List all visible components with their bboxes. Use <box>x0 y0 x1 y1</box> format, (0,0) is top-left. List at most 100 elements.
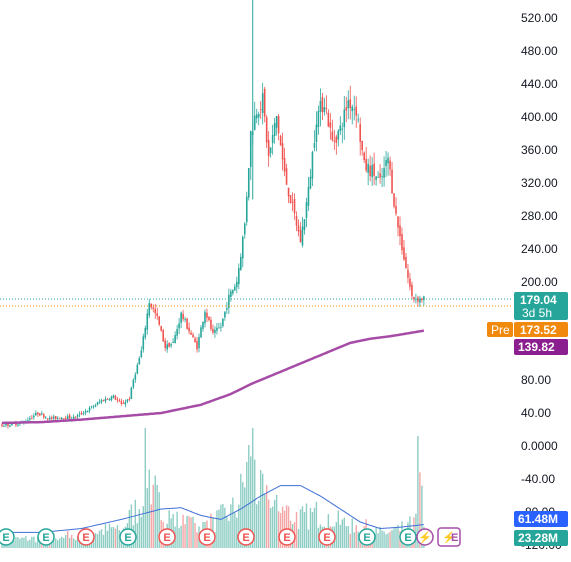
volume-bar <box>297 529 300 548</box>
candle-body <box>7 423 9 426</box>
candle-body <box>257 113 260 118</box>
volume-bar <box>238 504 240 548</box>
candle-body <box>269 147 272 154</box>
candle-body <box>11 422 13 426</box>
volume-bar <box>275 494 278 548</box>
earnings-marker-circle[interactable] <box>0 528 15 546</box>
dividend-marker[interactable]: ⚡ <box>416 528 434 546</box>
earnings-events[interactable]: E E E E E E E E E E E ⚡ ⚡E <box>0 527 461 547</box>
candle-body <box>339 125 342 132</box>
earnings-marker-circle[interactable] <box>237 528 255 546</box>
future-earnings-box[interactable] <box>437 527 461 547</box>
volume-bar <box>385 534 387 548</box>
candle-body <box>68 415 71 419</box>
candle-body <box>33 415 35 418</box>
candle-body <box>100 400 103 403</box>
ma-badge-text: 139.82 <box>518 340 555 354</box>
earnings-marker-circle[interactable] <box>37 528 55 546</box>
earnings-marker[interactable]: E <box>37 528 55 546</box>
candle-body <box>62 418 65 420</box>
volume-bar <box>17 537 19 548</box>
volume-bar <box>353 532 355 548</box>
candle-body <box>265 117 268 143</box>
volume-bar <box>178 528 180 548</box>
candle-body <box>407 269 409 278</box>
candle-body <box>293 199 296 214</box>
candle-body <box>188 327 190 332</box>
volume-bar <box>357 531 359 548</box>
candle-body <box>186 318 188 329</box>
volume-bar <box>116 525 119 548</box>
candle-body <box>313 143 316 148</box>
earnings-marker[interactable]: E <box>399 528 417 546</box>
volume-bar <box>102 534 105 548</box>
candle-body <box>9 425 11 427</box>
candle-body <box>92 406 95 408</box>
candle-body <box>291 201 294 203</box>
volume-bar <box>393 528 395 548</box>
candle-body <box>118 400 121 402</box>
candle-body <box>150 303 153 308</box>
candle-body <box>341 128 344 130</box>
volume-bar <box>351 518 353 548</box>
candle-body <box>220 326 222 328</box>
candle-body <box>423 296 425 301</box>
premarket-label-bg <box>487 322 513 337</box>
candle-body <box>144 327 147 338</box>
volume-bar <box>11 539 13 548</box>
candle-body <box>327 112 330 127</box>
candle-body <box>405 257 407 269</box>
earnings-marker[interactable]: E <box>198 528 216 546</box>
earnings-marker[interactable]: E <box>358 528 376 546</box>
candle-body <box>299 230 302 243</box>
volume-bar <box>144 428 146 548</box>
earnings-marker-circle[interactable] <box>198 528 216 546</box>
price-axis[interactable]: 520.00 480.00 440.00 400.00 360.00 320.00 280.… <box>521 11 562 552</box>
earnings-marker-circle[interactable] <box>358 528 376 546</box>
earnings-marker-circle[interactable] <box>119 528 137 546</box>
future-earnings-marker[interactable]: ⚡E <box>437 527 461 547</box>
candle-body <box>212 328 214 333</box>
candle-body <box>379 173 381 178</box>
earnings-marker-letter: E <box>42 532 49 544</box>
volume-bar <box>375 527 377 548</box>
candle-body <box>283 158 286 172</box>
candle-body <box>411 284 413 297</box>
earnings-marker[interactable]: E <box>77 528 95 546</box>
candle-body <box>120 401 123 404</box>
earnings-marker[interactable]: E <box>119 528 137 546</box>
price-tick-label: 400.00 <box>521 110 558 124</box>
candle-body <box>158 316 161 325</box>
volume-bar <box>260 469 262 548</box>
earnings-marker-circle[interactable] <box>158 528 176 546</box>
earnings-marker-circle[interactable] <box>77 528 95 546</box>
candle-body <box>126 399 129 402</box>
candle-body <box>323 106 326 112</box>
candle-body <box>367 163 369 173</box>
volume-bar <box>59 538 61 548</box>
candle-body <box>234 286 236 291</box>
candle-body <box>333 140 336 142</box>
candle-body <box>204 311 206 324</box>
candle-body <box>307 186 310 206</box>
candle-body <box>166 344 168 350</box>
candle-body <box>17 424 19 426</box>
earnings-marker-circle[interactable] <box>399 528 417 546</box>
earnings-marker[interactable]: E <box>237 528 255 546</box>
premarket-label: Pre <box>491 323 510 337</box>
candle-body <box>52 416 55 419</box>
candle-body <box>253 115 256 130</box>
candle-body <box>245 196 248 223</box>
dividend-marker-circle[interactable] <box>416 528 434 546</box>
earnings-marker[interactable]: E <box>318 528 336 546</box>
candle-body <box>172 341 174 343</box>
candle-body <box>337 130 340 140</box>
earnings-marker[interactable]: E <box>0 528 15 546</box>
price-tick-label: -40.00 <box>521 472 555 486</box>
earnings-marker[interactable]: E <box>158 528 176 546</box>
earnings-marker-circle[interactable] <box>318 528 336 546</box>
earnings-marker-circle[interactable] <box>278 528 296 546</box>
earnings-marker[interactable]: E <box>278 528 296 546</box>
